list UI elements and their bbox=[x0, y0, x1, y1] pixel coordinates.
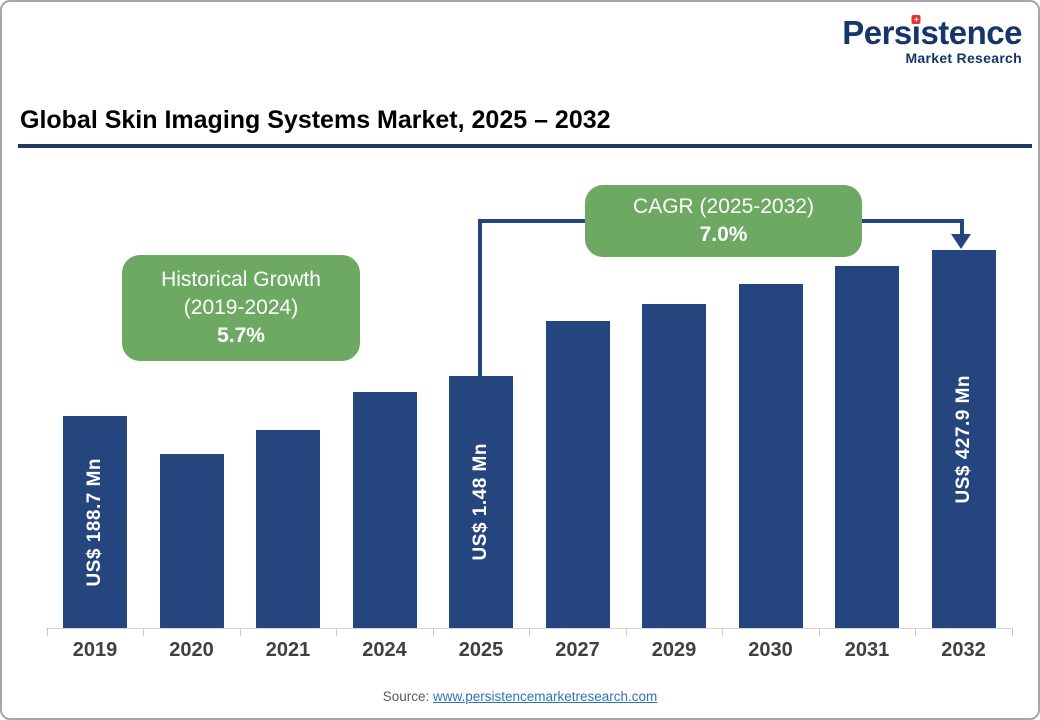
arrow-down-icon bbox=[951, 234, 971, 249]
bar-2029 bbox=[642, 304, 706, 628]
x-axis-label-2020: 2020 bbox=[169, 639, 214, 661]
bar-2020 bbox=[159, 454, 224, 628]
x-axis-label-2019: 2019 bbox=[72, 639, 118, 661]
axis-tick bbox=[625, 628, 627, 636]
historical-growth-line1: Historical Growth bbox=[161, 268, 321, 292]
axis-tick bbox=[818, 628, 820, 636]
historical-growth-value: 5.7% bbox=[217, 323, 265, 347]
axis-tick bbox=[239, 628, 241, 636]
bar-2030 bbox=[738, 284, 803, 628]
x-axis-label-2024: 2024 bbox=[362, 639, 407, 661]
historical-growth-line2: (2019-2024) bbox=[183, 296, 299, 320]
x-axis-label-2027: 2027 bbox=[555, 639, 600, 661]
axis-tick bbox=[529, 628, 531, 636]
x-axis-line bbox=[46, 628, 1012, 629]
axis-tick bbox=[46, 628, 48, 636]
logo-subtitle: Market Research bbox=[905, 50, 1022, 66]
axis-tick bbox=[1011, 628, 1013, 636]
logo-red-dot-i: i bbox=[912, 16, 921, 49]
bar-2027 bbox=[545, 321, 610, 628]
x-axis-label-2032: 2032 bbox=[941, 639, 986, 661]
x-axis-label-2029: 2029 bbox=[651, 639, 697, 661]
x-axis-label-2025: 2025 bbox=[458, 639, 504, 661]
axis-tick bbox=[336, 628, 338, 636]
cagr-line1: CAGR (2025-2032) bbox=[633, 195, 814, 219]
axis-tick bbox=[143, 628, 145, 636]
title-underline bbox=[18, 144, 1032, 148]
source-prefix: Source: bbox=[382, 689, 433, 704]
logo: Persistence Market Research bbox=[842, 16, 1022, 66]
x-axis-label-2030: 2030 bbox=[748, 639, 793, 661]
logo-brand: Persistence bbox=[842, 16, 1022, 49]
bar-value-label-2025: US$ 1.48 Mn bbox=[470, 443, 491, 561]
bar-2031 bbox=[835, 266, 899, 628]
bar-2024 bbox=[352, 392, 417, 628]
x-axis-label-2021: 2021 bbox=[265, 639, 311, 661]
bar-value-label-2032: US$ 427.9 Mn bbox=[952, 374, 974, 504]
cagr-connector-right-line bbox=[960, 219, 964, 236]
bar-2032: US$ 427.9 Mn bbox=[931, 250, 996, 628]
bar-2025: US$ 1.48 Mn bbox=[449, 376, 513, 628]
source-link[interactable]: www.persistencemarketresearch.com bbox=[432, 689, 658, 704]
axis-tick bbox=[722, 628, 724, 636]
cagr-connector-left-line bbox=[478, 219, 482, 376]
axis-tick bbox=[915, 628, 917, 636]
bar-2019: US$ 188.7 Mn bbox=[63, 416, 127, 628]
source-line: Source: www.persistencemarketresearch.co… bbox=[2, 689, 1038, 704]
bar-2021 bbox=[256, 430, 320, 628]
chart-title: Global Skin Imaging Systems Market, 2025… bbox=[20, 106, 611, 134]
historical-growth-callout: Historical Growth (2019-2024) 5.7% bbox=[122, 255, 360, 361]
cagr-callout: CAGR (2025-2032) 7.0% bbox=[585, 185, 862, 257]
cagr-value: 7.0% bbox=[699, 223, 748, 246]
bar-value-label-2019: US$ 188.7 Mn bbox=[84, 457, 105, 587]
x-axis-label-2031: 2031 bbox=[844, 639, 890, 661]
axis-tick bbox=[432, 628, 434, 636]
